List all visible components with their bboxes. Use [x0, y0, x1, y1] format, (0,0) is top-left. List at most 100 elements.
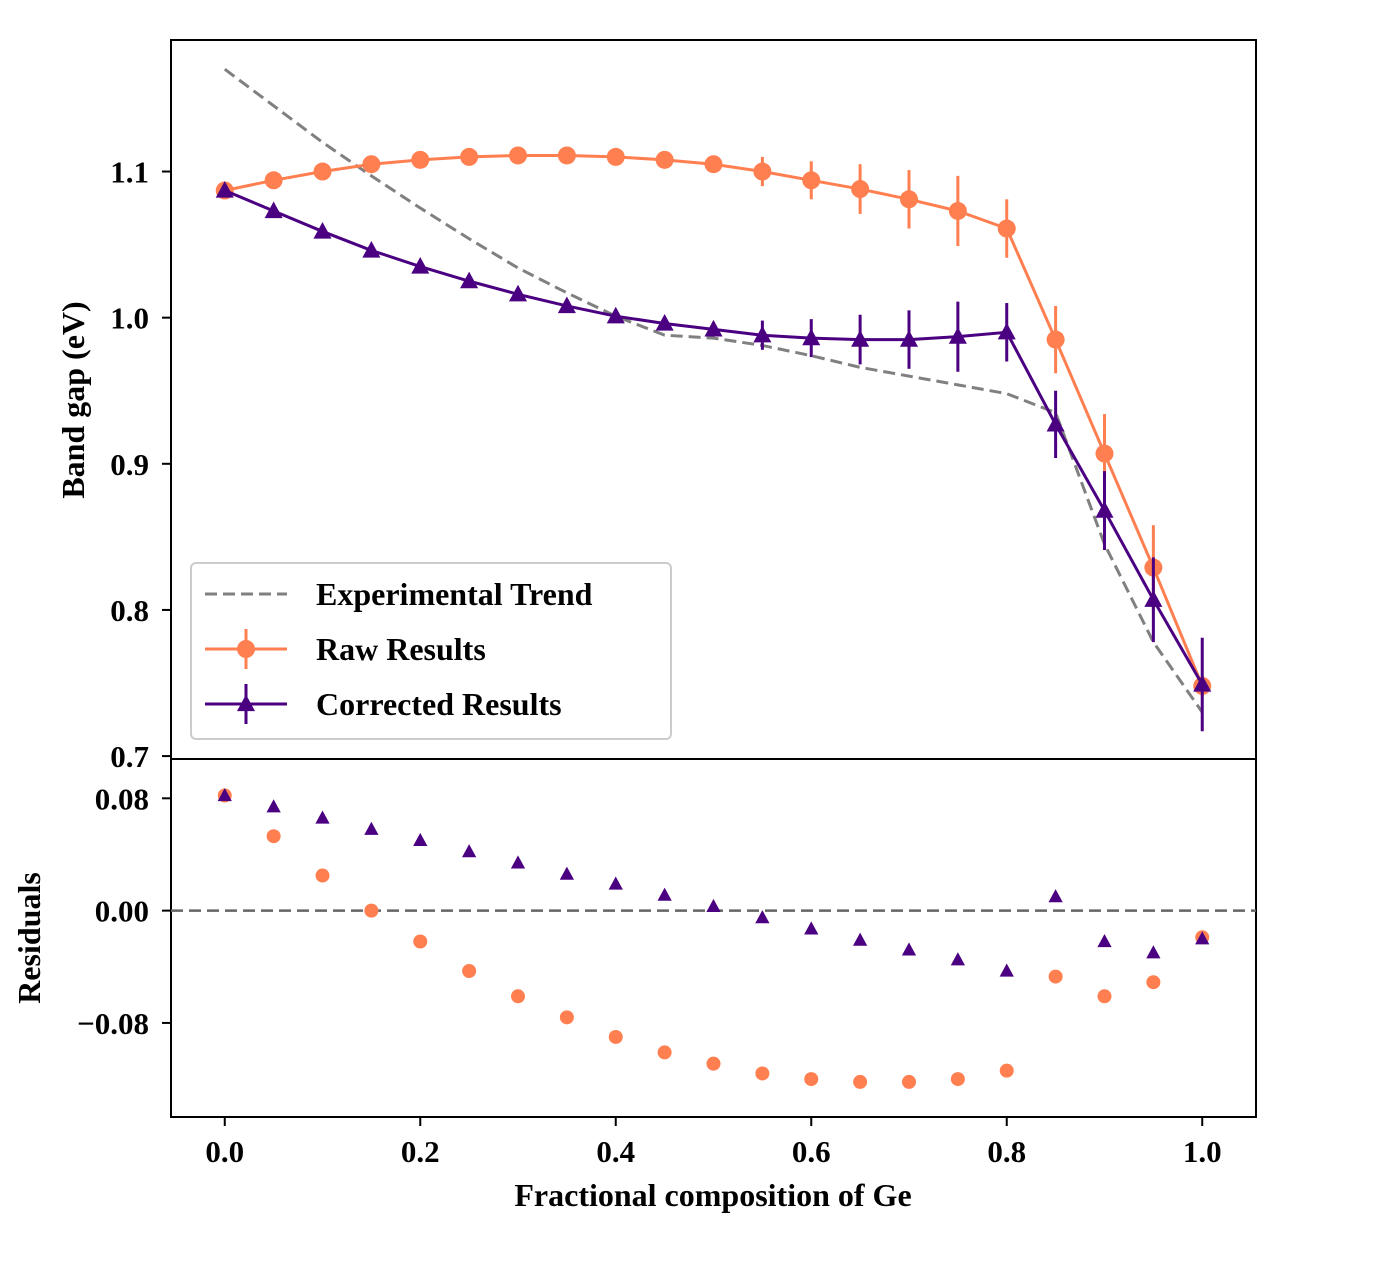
x-tick-label: 0.6 — [792, 1134, 831, 1169]
raw-residual-point — [999, 1063, 1014, 1078]
corrected-residual-point — [804, 921, 819, 935]
raw-residual-point — [266, 829, 281, 844]
raw-results-point — [362, 155, 381, 174]
corrected-residual-point — [1048, 889, 1063, 903]
raw-residual-point — [462, 963, 477, 978]
corrected-results-point — [1193, 674, 1212, 692]
series-experimental-trend — [223, 68, 1204, 714]
corrected-results-point — [655, 314, 674, 331]
corrected-results-point — [508, 284, 528, 302]
raw-results-point — [509, 146, 528, 165]
raw-results-point — [460, 147, 479, 166]
x-tick-label: 1.0 — [1183, 1134, 1222, 1169]
raw-residual-point — [901, 1074, 916, 1089]
raw-results-point — [948, 201, 967, 220]
band-gap-y-tick-label: 0.8 — [110, 593, 149, 628]
residuals-y-tick-label: 0.08 — [95, 781, 149, 816]
raw-residual-point — [413, 934, 428, 949]
raw-results-point — [704, 155, 723, 174]
raw-residuals — [217, 788, 1210, 1089]
corrected-residual-point — [266, 799, 281, 813]
raw-results-point — [264, 171, 283, 190]
raw-residual-point — [657, 1045, 672, 1060]
corrected-residual-point — [901, 942, 917, 956]
corrected-results-point — [802, 328, 821, 346]
corrected-results-point — [215, 181, 234, 198]
corrected-results-point — [1095, 501, 1114, 518]
residuals-plot-frame — [170, 758, 1257, 1118]
x-tick-label: 0.2 — [401, 1134, 440, 1169]
residuals-y-tick-label: 0.00 — [95, 894, 149, 929]
corrected-results-point — [264, 201, 283, 219]
experimental-trend-line — [223, 68, 1204, 714]
band-gap-y-tick-label: 1.1 — [110, 155, 149, 190]
corrected-results-point — [899, 330, 919, 347]
legend-label: Raw Results — [316, 631, 486, 667]
raw-results-point — [997, 219, 1016, 238]
corrected-results-point — [1144, 590, 1163, 607]
residuals-panel: −0.08 0.00 0.08 0.0 0.2 0.4 0.6 0.8 1.0 Residua… — [11, 758, 1257, 1213]
corrected-residual-point — [1097, 934, 1112, 948]
corrected-residual-point — [413, 832, 428, 847]
corrected-residual-point — [755, 910, 770, 924]
corrected-results-point — [313, 221, 332, 239]
series-corrected-results — [215, 181, 1212, 732]
x-tick-label: 0.0 — [205, 1134, 244, 1169]
corrected-results-point — [362, 240, 381, 258]
raw-results-point — [802, 171, 821, 190]
legend-circle-marker — [237, 640, 255, 658]
raw-residual-point — [706, 1056, 721, 1071]
raw-residual-point — [364, 903, 379, 918]
corrected-residual-point — [364, 821, 379, 835]
corrected-residual-point — [852, 932, 868, 946]
legend-triangle-marker — [236, 694, 256, 712]
x-axis-label: Fractional composition of Ge — [514, 1177, 911, 1213]
corrected-results-point — [557, 296, 576, 314]
residuals-y-tick-label: −0.08 — [77, 1006, 149, 1041]
band-gap-y-tick-label: 0.9 — [110, 447, 149, 482]
raw-results-point — [851, 180, 870, 199]
legend-label: Experimental Trend — [316, 576, 593, 612]
corrected-results-point — [997, 322, 1016, 340]
band-gap-y-axis-label: Band gap (eV) — [55, 301, 91, 498]
raw-results-point — [899, 190, 918, 209]
raw-residual-point — [1146, 975, 1161, 990]
band-gap-panel: 0.7 0.8 0.9 1.0 1.1 Band gap (eV) Experiment… — [55, 39, 1257, 774]
corrected-results-point — [948, 327, 967, 344]
corrected-residual-point — [657, 887, 672, 901]
x-axis-ticks: 0.0 0.2 0.4 0.6 0.8 1.0 — [205, 1117, 1222, 1169]
raw-results-point — [753, 162, 772, 181]
band-gap-y-ticks: 0.7 0.8 0.9 1.0 1.1 — [110, 155, 171, 774]
corrected-results-point — [1046, 414, 1065, 432]
corrected-residual-point — [950, 952, 965, 966]
residuals-y-ticks: −0.08 0.00 0.08 — [77, 781, 171, 1041]
legend-box — [190, 562, 672, 740]
raw-residual-point — [608, 1029, 623, 1044]
raw-results-point — [1046, 330, 1065, 349]
raw-results-point — [1095, 444, 1114, 463]
corrected-residual-point — [1195, 931, 1210, 945]
raw-residual-point — [804, 1072, 819, 1087]
series-raw-results — [215, 146, 1212, 697]
band-gap-y-tick-label: 1.0 — [110, 301, 149, 336]
corrected-residual-point — [217, 788, 232, 802]
corrected-residual-point — [608, 876, 623, 890]
raw-residual-point — [950, 1072, 965, 1087]
x-tick-label: 0.8 — [987, 1134, 1026, 1169]
corrected-results-point — [704, 319, 723, 337]
legend-item: Experimental Trend — [205, 576, 593, 612]
corrected-residual-point — [315, 810, 330, 824]
x-tick-label: 0.4 — [596, 1134, 635, 1169]
corrected-results-point — [411, 257, 430, 274]
legend-item: Raw Results — [205, 629, 486, 669]
corrected-residuals — [217, 788, 1210, 977]
raw-residual-point — [755, 1066, 770, 1081]
corrected-residual-point — [462, 844, 477, 858]
corrected-residual-point — [706, 898, 721, 913]
corrected-results-point — [851, 330, 870, 347]
raw-results-point — [411, 150, 430, 169]
raw-residual-point — [315, 868, 330, 883]
corrected-residual-point — [510, 855, 526, 869]
corrected-residual-point — [1146, 945, 1161, 959]
